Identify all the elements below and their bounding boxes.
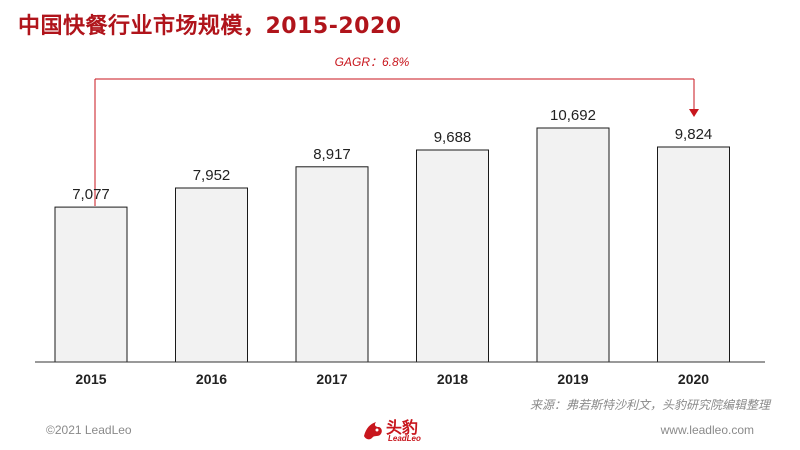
x-tick-2015: 2015 (75, 371, 106, 387)
value-label-2020: 9,824 (675, 126, 713, 143)
x-tick-2020: 2020 (678, 371, 709, 387)
cagr-label: GAGR：6.8% (335, 55, 410, 69)
bar-2017 (295, 166, 369, 363)
value-label-2018: 9,688 (434, 129, 472, 146)
bar-2020 (657, 146, 730, 363)
logo-text: 头豹 (386, 418, 419, 437)
source-note: 来源：弗若斯特沙利文，头豹研究院编辑整理 (529, 398, 770, 412)
x-tick-2016: 2016 (196, 371, 227, 387)
value-label-2019: 10,692 (550, 107, 596, 124)
copyright-text: ©2021 LeadLeo (46, 423, 132, 437)
x-tick-2019: 2019 (557, 371, 588, 387)
bar-2015 (54, 206, 128, 363)
bar-2018 (416, 149, 489, 363)
logo-subtext: LeadLeo (388, 434, 421, 443)
value-label-2017: 8,917 (313, 146, 351, 163)
bar-2019 (536, 127, 610, 363)
value-label-2015: 7,077 (72, 186, 110, 203)
website-link[interactable]: www.leadleo.com (660, 423, 754, 437)
tick-labels-group: 2015 2016 2017 2018 2019 2020 (75, 371, 709, 387)
x-tick-2017: 2017 (316, 371, 347, 387)
bars-group (54, 127, 730, 363)
value-labels-group: 7,077 7,952 8,917 9,688 10,692 9,824 (72, 107, 712, 203)
value-label-2016: 7,952 (193, 167, 231, 184)
leopard-icon (364, 422, 382, 440)
cagr-arrow-head (689, 109, 699, 117)
cagr-annotation: GAGR：6.8% (94, 55, 699, 206)
bar-2016 (175, 187, 248, 363)
x-tick-2018: 2018 (437, 371, 468, 387)
leadleo-logo: 头豹 LeadLeo (362, 414, 442, 446)
page-title: 中国快餐行业市场规模，2015-2020 (18, 14, 402, 39)
